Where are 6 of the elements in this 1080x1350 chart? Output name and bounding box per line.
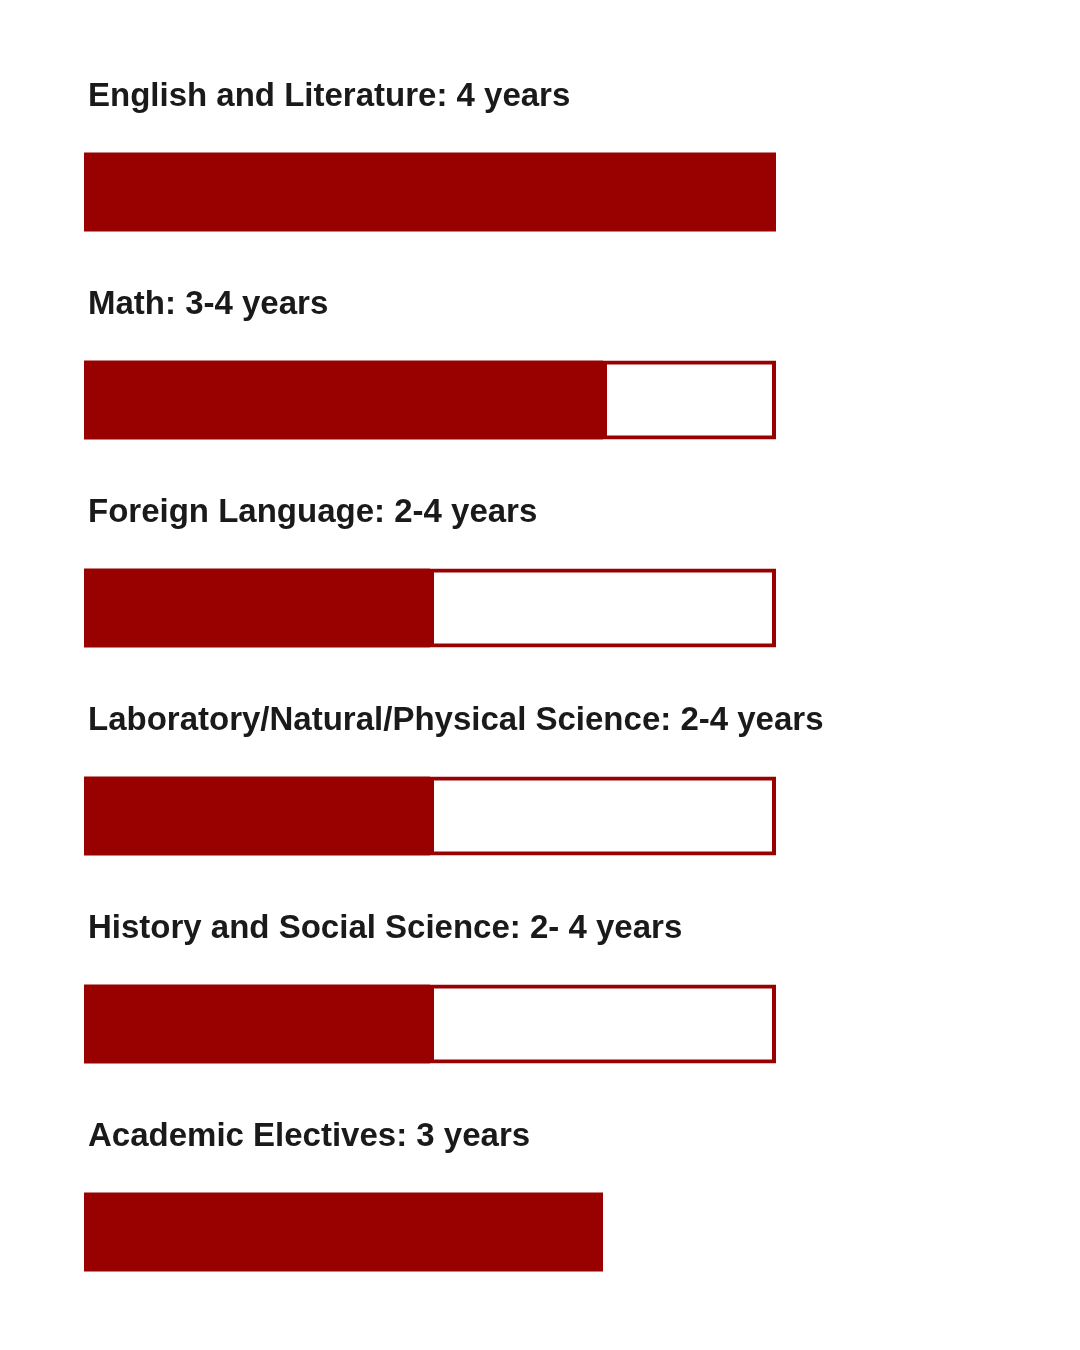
y-tick-label: Academic Electives: 3 years <box>88 1115 531 1153</box>
y-tick-label: Foreign Language: 2-4 years <box>88 491 538 529</box>
y-tick-label: History and Social Science: 2- 4 years <box>88 907 683 945</box>
y-tick-label: Math: 3-4 years <box>88 283 329 321</box>
y-tick-label: Laboratory/Natural/Physical Science: 2-4 years <box>88 699 824 737</box>
y-tick-label: English and Literature: 4 years <box>88 75 571 113</box>
